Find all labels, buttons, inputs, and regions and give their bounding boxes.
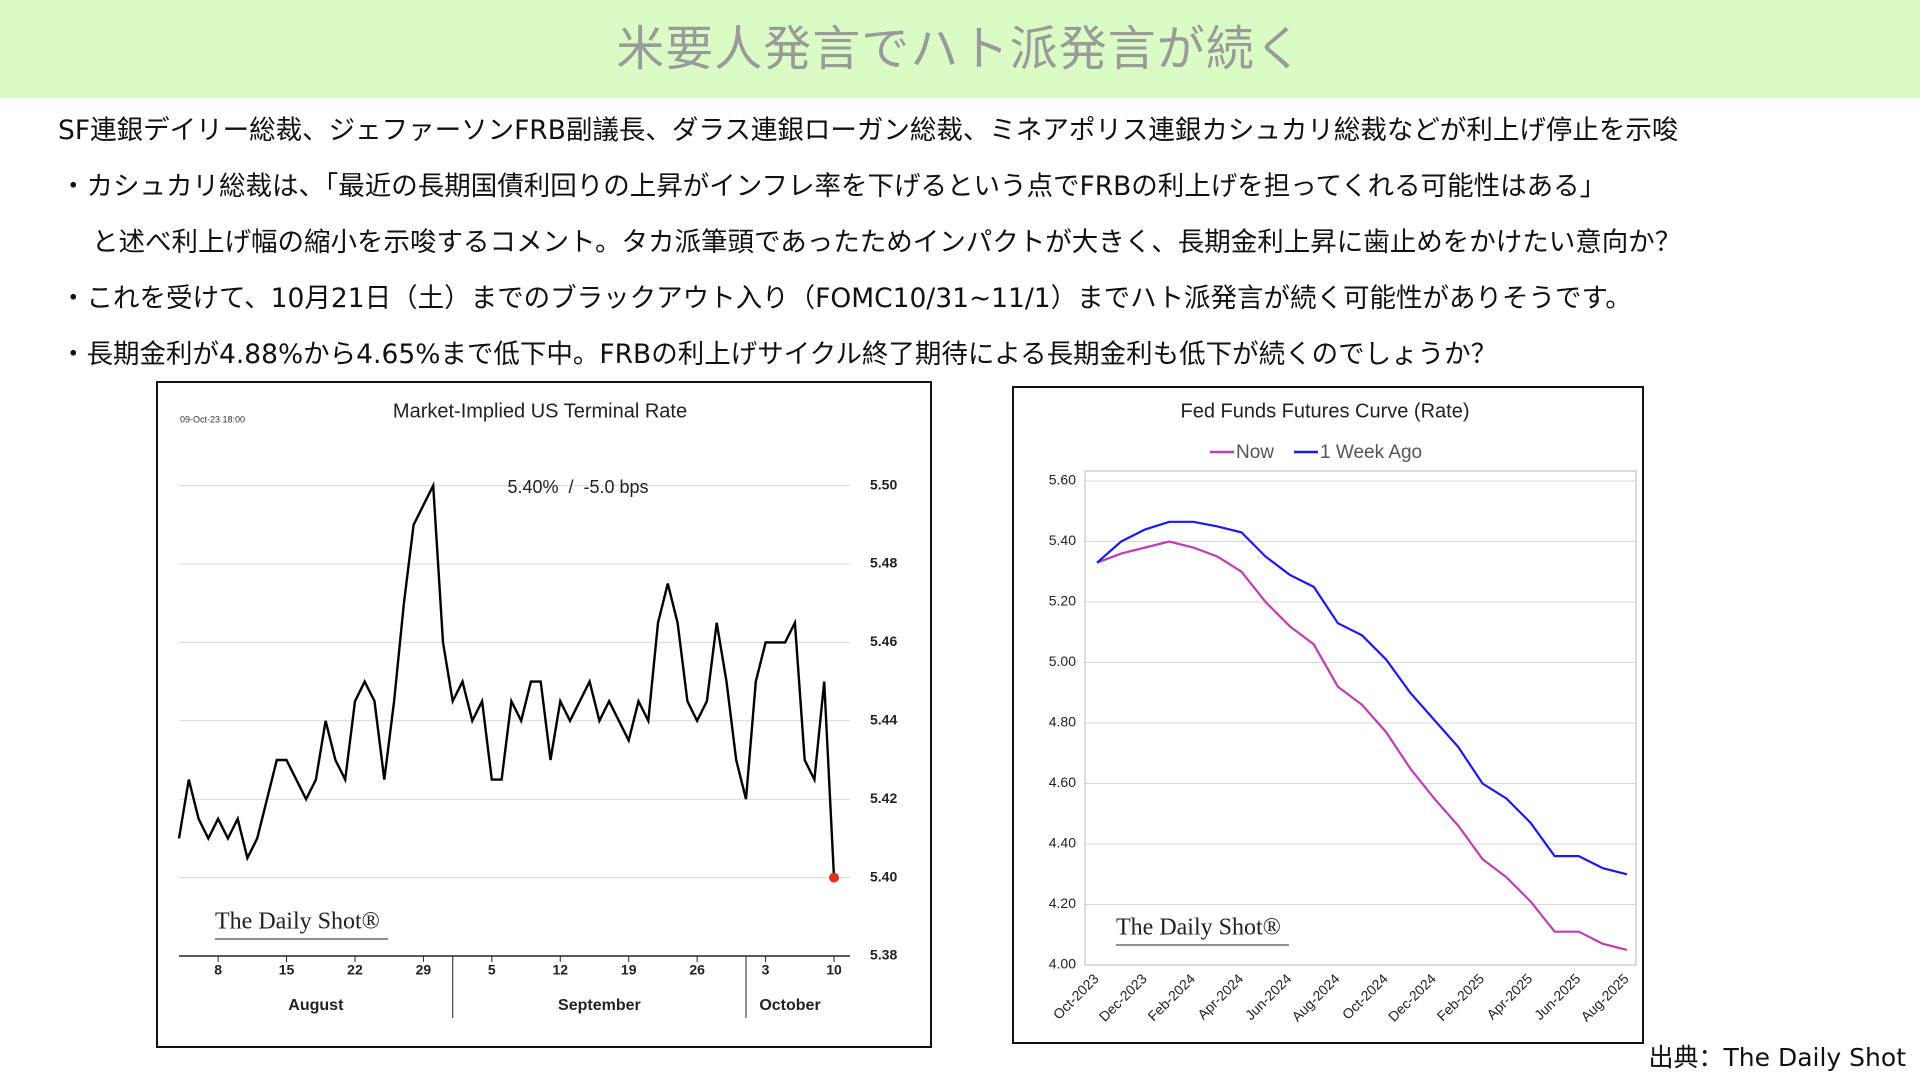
x-tick-label: Jun-2024 [1242, 970, 1295, 1023]
timestamp: 09-Oct-23 18:00 [180, 414, 245, 424]
y-tick-label: 5.00 [1049, 653, 1076, 669]
y-tick-label: 5.40 [870, 868, 897, 884]
month-label: October [759, 997, 820, 1014]
x-tick-label: 29 [416, 962, 432, 978]
x-tick-label: Dec-2024 [1385, 970, 1439, 1024]
text-line: ・これを受けて、10月21日（土）までのブラックアウト入り（FOMC10/31~… [60, 283, 1632, 314]
x-tick-label: Aug-2024 [1288, 970, 1342, 1024]
x-tick-label: Dec-2023 [1096, 970, 1150, 1024]
x-tick-label: Apr-2024 [1194, 970, 1246, 1022]
y-tick-label: 5.20 [1049, 593, 1076, 609]
line-series [1096, 520, 1628, 876]
y-tick-label: 5.38 [870, 947, 897, 963]
y-tick-label: 5.42 [870, 790, 897, 806]
y-tick-label: 4.20 [1049, 895, 1076, 911]
x-tick-label: Jun-2025 [1531, 970, 1584, 1023]
x-tick-label: 3 [762, 962, 770, 978]
x-tick-label: Oct-2023 [1050, 970, 1102, 1022]
x-tick-label: Feb-2025 [1433, 970, 1487, 1024]
watermark: The Daily Shot® [215, 909, 380, 935]
text-line: SF連銀デイリー総裁、ジェファーソンFRB副議長、ダラス連銀ローガン総裁、ミネア… [58, 115, 1679, 146]
month-label: September [558, 997, 641, 1014]
watermark: The Daily Shot® [1116, 915, 1281, 941]
x-tick-label: 10 [826, 962, 842, 978]
plot-frame [1084, 470, 1637, 966]
header: 米要人発言でハト派発言が続く [0, 0, 1920, 98]
x-tick-label: Apr-2025 [1483, 970, 1535, 1022]
slide-title: 米要人発言でハト派発言が続く [616, 21, 1304, 77]
x-tick-label: Aug-2025 [1577, 970, 1631, 1024]
x-tick-label: 15 [279, 962, 295, 978]
x-tick-label: 5 [488, 962, 496, 978]
x-tick-label: 22 [347, 962, 363, 978]
line-series [177, 481, 836, 878]
y-tick-label: 4.60 [1049, 774, 1076, 790]
y-tick-label: 4.00 [1049, 956, 1076, 972]
text-line: と述べ利上げ幅の縮小を示唆するコメント。タカ派筆頭であったためインパクトが大きく… [92, 227, 1682, 258]
y-tick-label: 5.60 [1049, 472, 1076, 488]
x-tick-label: Oct-2024 [1339, 970, 1391, 1022]
chart-terminal-rate: Market-Implied US Terminal Rate 09-Oct-23… [156, 381, 932, 1048]
y-tick-label: 4.80 [1049, 714, 1076, 730]
x-tick-label: 8 [214, 962, 222, 978]
x-tick-label: 19 [621, 962, 637, 978]
y-tick-label: 5.46 [870, 633, 897, 649]
chart-title: Fed Funds Futures Curve (Rate) [1181, 400, 1470, 422]
y-tick-label: 5.48 [870, 555, 897, 571]
legend-label: 1 Week Ago [1320, 442, 1422, 463]
text-line: ・カシュカリ総裁は、「最近の長期国債利回りの上昇がインフレ率を下げるという点でF… [60, 171, 1607, 202]
text-line: ・長期金利が4.88%から4.65%まで低下中。FRBの利上げサイクル終了期待に… [60, 339, 1498, 370]
chart-fed-funds: Fed Funds Futures Curve (Rate) 4.00 4.20 4.… [1012, 386, 1644, 1044]
y-tick-label: 5.44 [870, 712, 897, 728]
x-tick-label: Feb-2024 [1144, 970, 1198, 1024]
annotation: 5.40% / -5.0 bps [507, 477, 648, 497]
chart-title: Market-Implied US Terminal Rate [393, 400, 687, 422]
line-series [1096, 540, 1628, 951]
x-tick-label: 12 [552, 962, 568, 978]
month-label: August [288, 997, 344, 1014]
legend-label: Now [1236, 442, 1274, 463]
y-tick-label: 5.50 [870, 476, 897, 492]
y-tick-label: 4.40 [1049, 835, 1076, 851]
source: 出典：The Daily Shot [1648, 1043, 1906, 1072]
y-tick-label: 5.40 [1049, 532, 1076, 548]
end-marker [829, 872, 839, 883]
x-tick-label: 26 [689, 962, 705, 978]
